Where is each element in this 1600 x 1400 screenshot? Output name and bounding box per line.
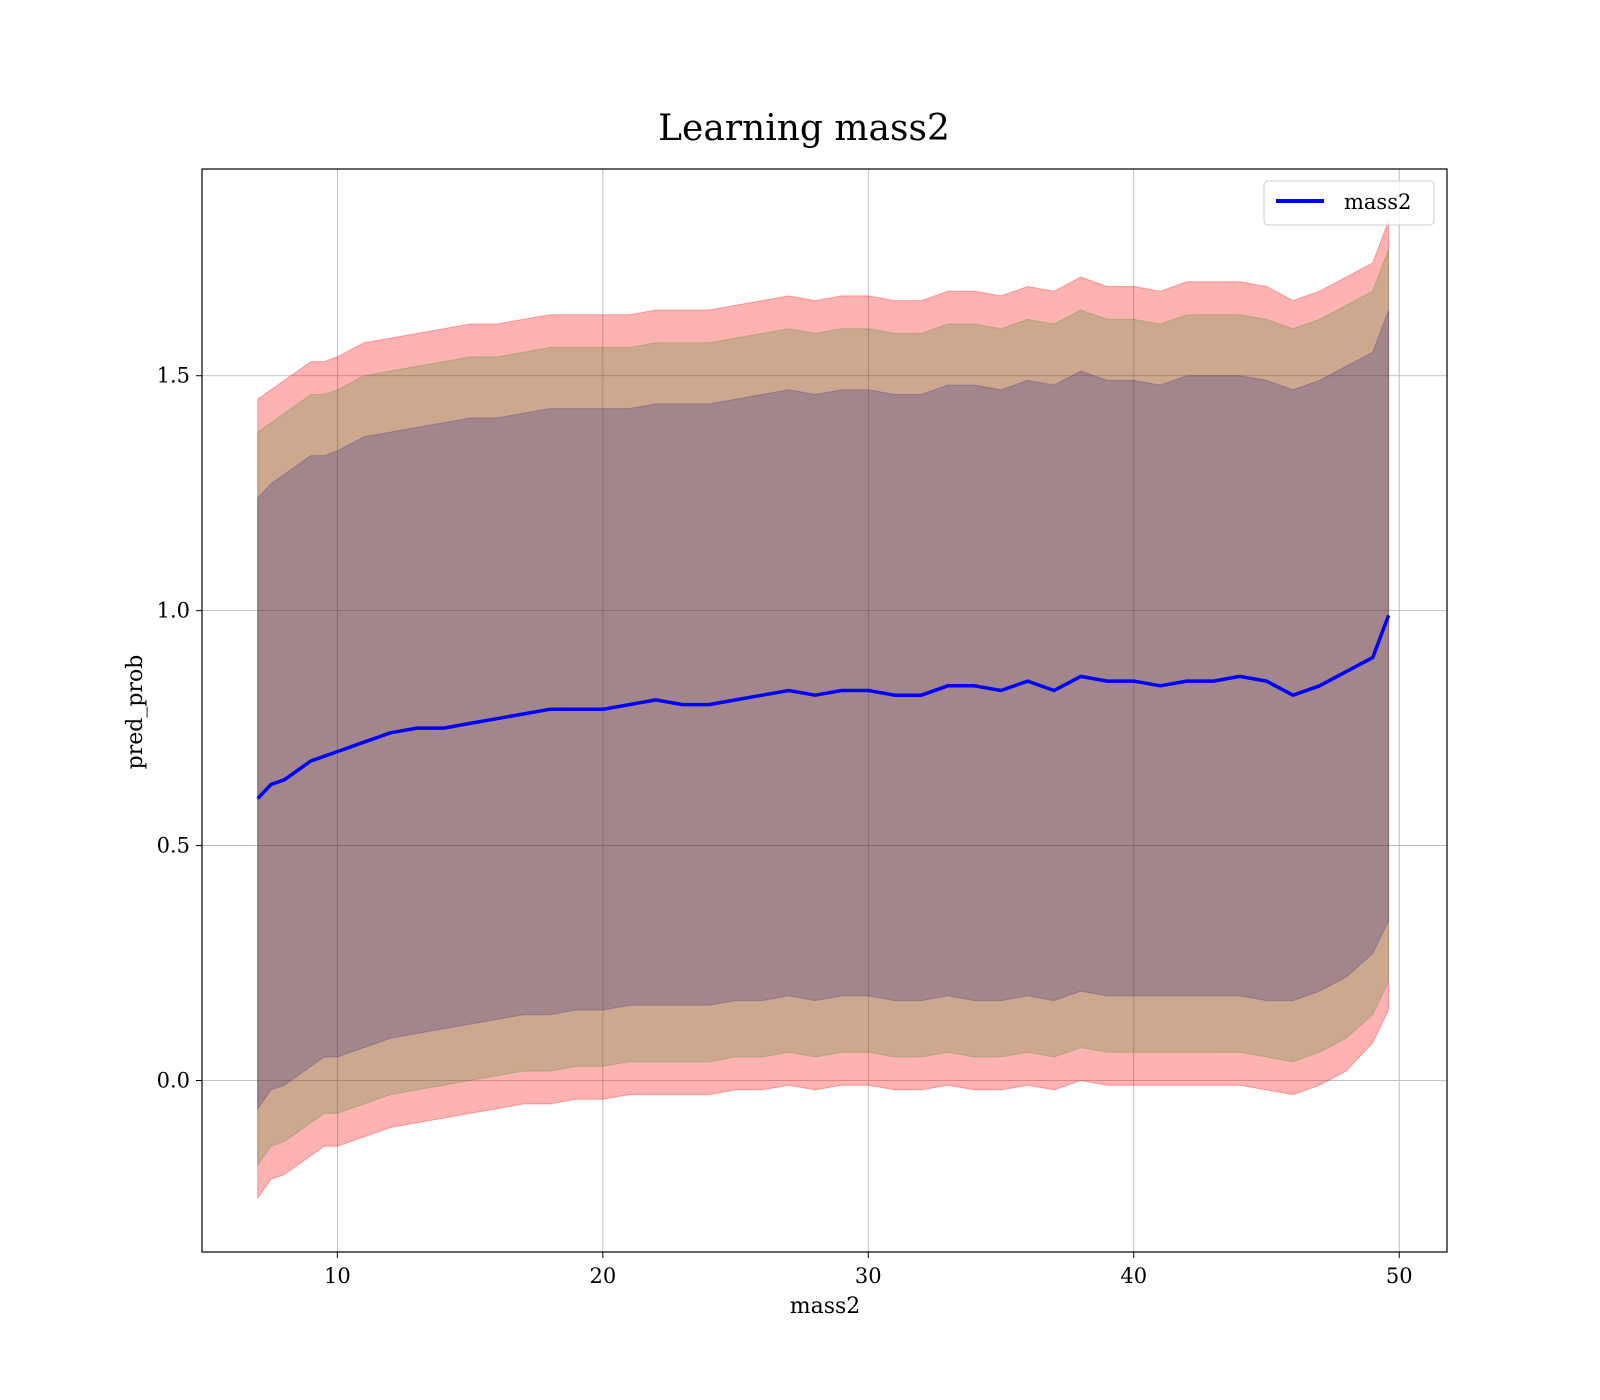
plot-area-frame	[201, 168, 1448, 1253]
legend-box	[1263, 180, 1435, 226]
legend: mass2	[1263, 180, 1435, 226]
y-axis-label: pred_prob	[123, 655, 148, 770]
legend-label: mass2	[1344, 190, 1411, 214]
chart-title: Learning mass2	[658, 108, 950, 149]
series-line-mass2	[256, 614, 1391, 800]
x-axis-label: mass2	[790, 1294, 861, 1319]
axis-ticks: 10 20 30 40 50 0.0 0.5 1.0 1.5	[157, 364, 1413, 1288]
x-tick-label: 50	[1386, 1264, 1413, 1288]
x-tick-label: 40	[1120, 1264, 1147, 1288]
y-tick-label: 1.5	[157, 364, 190, 388]
x-tick-label: 20	[589, 1264, 616, 1288]
confidence-bands	[257, 220, 1390, 1200]
confidence-band-2	[257, 248, 1390, 1167]
y-tick-label: 1.0	[157, 599, 190, 623]
x-tick-label: 10	[324, 1264, 351, 1288]
x-tick-label: 30	[855, 1264, 882, 1288]
series-lines	[256, 614, 1391, 800]
confidence-band-3	[257, 309, 1390, 1111]
y-tick-label: 0.5	[157, 834, 190, 858]
y-tick-label: 0.0	[157, 1069, 190, 1093]
confidence-band-1	[257, 220, 1390, 1200]
grid-lines	[202, 169, 1447, 1252]
